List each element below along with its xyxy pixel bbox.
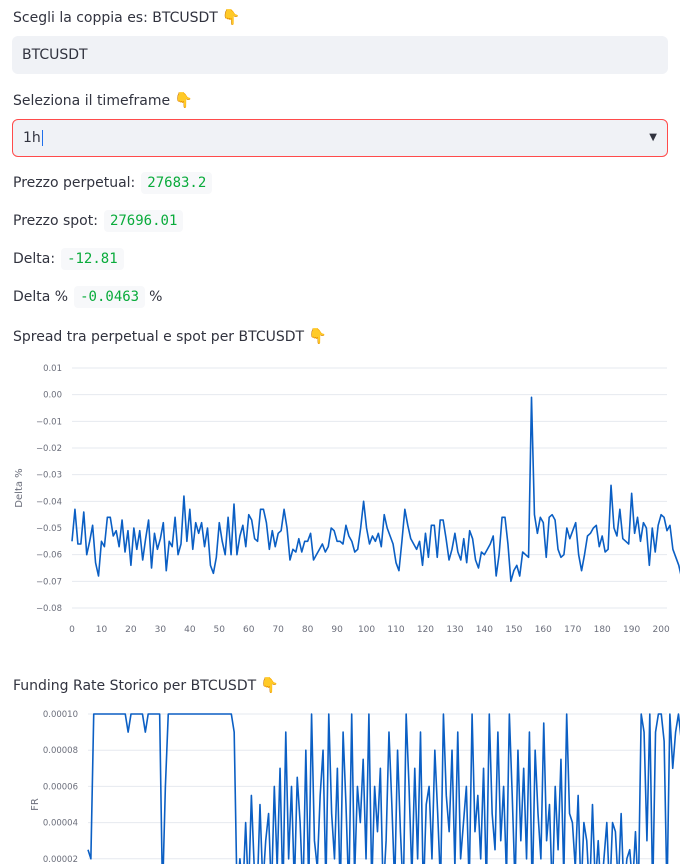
x-tick-label: 180 <box>594 625 611 635</box>
x-tick-label: 130 <box>446 625 463 635</box>
pair-input[interactable]: BTCUSDT <box>12 36 668 74</box>
timeframe-select-value: 1h <box>23 130 41 146</box>
funding-chart[interactable]: 0.00010 0.00008 0.00006 0.00004 0.00002 FR <box>0 704 680 864</box>
y-tick-label: −0.01 <box>36 417 62 427</box>
delta-label: Delta: <box>13 251 56 267</box>
y-tick-label: −0.03 <box>36 471 62 481</box>
x-tick-label: 40 <box>184 625 196 635</box>
series-line <box>87 713 680 864</box>
y-axis-label: Delta % <box>14 468 25 507</box>
x-tick-label: 120 <box>417 625 434 635</box>
x-tick-label: 10 <box>96 625 108 635</box>
chevron-down-icon[interactable]: ▼ <box>649 132 657 143</box>
y-tick-label: −0.07 <box>36 577 62 587</box>
spread-chart-title-text: Spread tra perpetual e spot per BTCUSDT <box>13 329 305 345</box>
perpetual-value: 27683.2 <box>141 172 213 194</box>
x-tick-label: 0 <box>69 625 75 635</box>
x-tick-label: 80 <box>302 625 314 635</box>
x-tick-label: 30 <box>155 625 167 635</box>
x-tick-label: 140 <box>476 625 493 635</box>
metric-spot: Prezzo spot: 27696.01 <box>13 210 184 232</box>
delta-pct-unit: % <box>149 289 163 305</box>
x-tick-label: 160 <box>535 625 552 635</box>
metric-delta-pct: Delta % -0.0463 % <box>13 286 162 308</box>
timeframe-select-label: Seleziona il timeframe 👇 <box>13 91 193 109</box>
pointing-down-icon: 👇 <box>260 676 279 694</box>
y-tick-label: 0.00006 <box>43 782 78 792</box>
y-tick-label: 0.01 <box>43 364 62 374</box>
spread-chart[interactable]: 0.01 0.00 −0.01 −0.02 −0.03 −0.04 −0.05 −0.06 −0… <box>0 355 680 645</box>
delta-pct-value: -0.0463 <box>74 286 146 308</box>
x-tick-label: 190 <box>623 625 640 635</box>
spot-value: 27696.01 <box>103 210 184 232</box>
y-tick-label: −0.02 <box>36 444 62 454</box>
timeframe-select-label-text: Seleziona il timeframe <box>13 93 171 109</box>
y-tick-label: 0.00002 <box>43 855 78 864</box>
pair-select-label: Scegli la coppia es: BTCUSDT 👇 <box>13 8 241 26</box>
funding-chart-title-text: Funding Rate Storico per BTCUSDT <box>13 678 257 694</box>
pointing-down-icon: 👇 <box>308 327 327 345</box>
y-tick-label: −0.06 <box>36 551 62 561</box>
y-tick-label: 0.00 <box>43 391 62 401</box>
text-cursor <box>41 130 43 146</box>
pair-input-value: BTCUSDT <box>22 47 88 63</box>
perpetual-label: Prezzo perpetual: <box>13 175 136 191</box>
x-tick-label: 60 <box>243 625 255 635</box>
spot-label: Prezzo spot: <box>13 213 98 229</box>
series-line <box>71 396 680 583</box>
y-tick-label: 0.00008 <box>43 746 78 756</box>
x-tick-label: 170 <box>564 625 581 635</box>
x-tick-label: 150 <box>505 625 522 635</box>
x-tick-label: 110 <box>387 625 404 635</box>
y-tick-label: 0.00004 <box>43 819 78 829</box>
pointing-down-icon: 👇 <box>174 91 193 109</box>
pointing-down-icon: 👇 <box>221 8 241 26</box>
x-tick-label: 50 <box>214 625 226 635</box>
x-tick-label: 90 <box>331 625 343 635</box>
y-tick-label: −0.04 <box>36 497 62 507</box>
pair-select-label-text: Scegli la coppia es: BTCUSDT <box>13 10 218 26</box>
metric-perpetual: Prezzo perpetual: 27683.2 <box>13 172 213 194</box>
x-tick-label: 100 <box>358 625 375 635</box>
funding-chart-title: Funding Rate Storico per BTCUSDT 👇 <box>13 676 279 694</box>
y-tick-label: 0.00010 <box>43 710 78 720</box>
metric-delta: Delta: -12.81 <box>13 248 124 270</box>
y-tick-label: −0.05 <box>36 524 62 534</box>
y-tick-label: −0.08 <box>36 604 62 614</box>
timeframe-select[interactable]: 1h ▼ <box>12 119 668 157</box>
x-tick-label: 70 <box>272 625 284 635</box>
delta-value: -12.81 <box>61 248 124 270</box>
x-tick-label: 200 <box>653 625 670 635</box>
spread-chart-title: Spread tra perpetual e spot per BTCUSDT 👇 <box>13 327 327 345</box>
y-axis-label: FR <box>30 798 41 811</box>
x-tick-label: 20 <box>125 625 137 635</box>
delta-pct-label: Delta % <box>13 289 69 305</box>
